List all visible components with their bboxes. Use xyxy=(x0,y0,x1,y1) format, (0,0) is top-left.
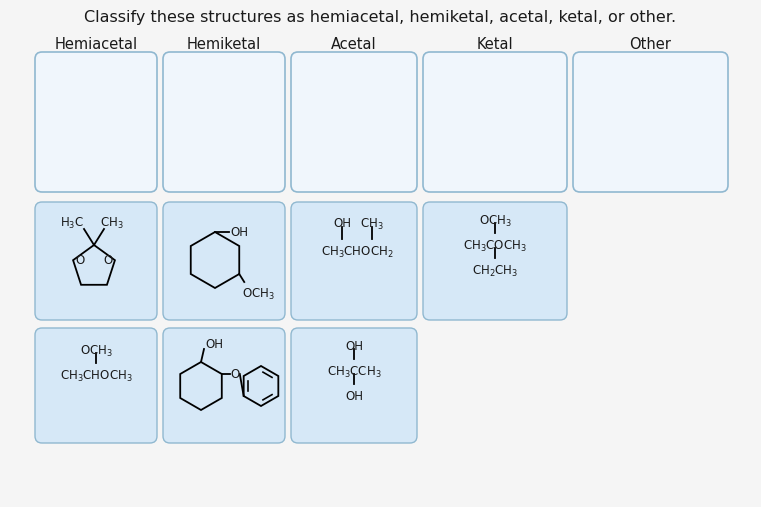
Text: Ketal: Ketal xyxy=(476,37,514,52)
Text: Acetal: Acetal xyxy=(331,37,377,52)
FancyBboxPatch shape xyxy=(35,328,157,443)
FancyBboxPatch shape xyxy=(35,202,157,320)
Text: OH: OH xyxy=(345,390,363,403)
Text: OH: OH xyxy=(230,226,248,238)
Text: CH$_3$CHOCH$_2$: CH$_3$CHOCH$_2$ xyxy=(320,245,393,260)
FancyBboxPatch shape xyxy=(163,52,285,192)
Text: O: O xyxy=(103,254,113,267)
FancyBboxPatch shape xyxy=(423,202,567,320)
Text: CH$_3$CCH$_3$: CH$_3$CCH$_3$ xyxy=(326,365,381,380)
FancyBboxPatch shape xyxy=(291,202,417,320)
FancyBboxPatch shape xyxy=(291,52,417,192)
Text: CH$_3$: CH$_3$ xyxy=(360,217,384,232)
Text: CH$_2$CH$_3$: CH$_2$CH$_3$ xyxy=(472,264,518,279)
FancyBboxPatch shape xyxy=(163,328,285,443)
FancyBboxPatch shape xyxy=(163,202,285,320)
Text: OH: OH xyxy=(333,217,351,230)
Text: OCH$_3$: OCH$_3$ xyxy=(80,344,113,359)
Text: CH$_3$: CH$_3$ xyxy=(100,216,124,231)
FancyBboxPatch shape xyxy=(35,52,157,192)
FancyBboxPatch shape xyxy=(291,328,417,443)
Text: H$_3$C: H$_3$C xyxy=(60,216,84,231)
Text: OCH$_3$: OCH$_3$ xyxy=(242,287,275,302)
Text: O: O xyxy=(231,368,240,380)
Text: Hemiacetal: Hemiacetal xyxy=(55,37,138,52)
Text: Classify these structures as hemiacetal, hemiketal, acetal, ketal, or other.: Classify these structures as hemiacetal,… xyxy=(84,10,677,25)
FancyBboxPatch shape xyxy=(423,52,567,192)
Text: OCH$_3$: OCH$_3$ xyxy=(479,214,511,229)
Text: Hemiketal: Hemiketal xyxy=(187,37,261,52)
Text: O: O xyxy=(75,254,84,267)
Text: CH$_3$COCH$_3$: CH$_3$COCH$_3$ xyxy=(463,239,527,254)
Text: CH$_3$CHOCH$_3$: CH$_3$CHOCH$_3$ xyxy=(59,369,132,384)
Text: OH: OH xyxy=(345,340,363,353)
Text: OH: OH xyxy=(205,339,223,351)
FancyBboxPatch shape xyxy=(573,52,728,192)
Text: Other: Other xyxy=(629,37,671,52)
